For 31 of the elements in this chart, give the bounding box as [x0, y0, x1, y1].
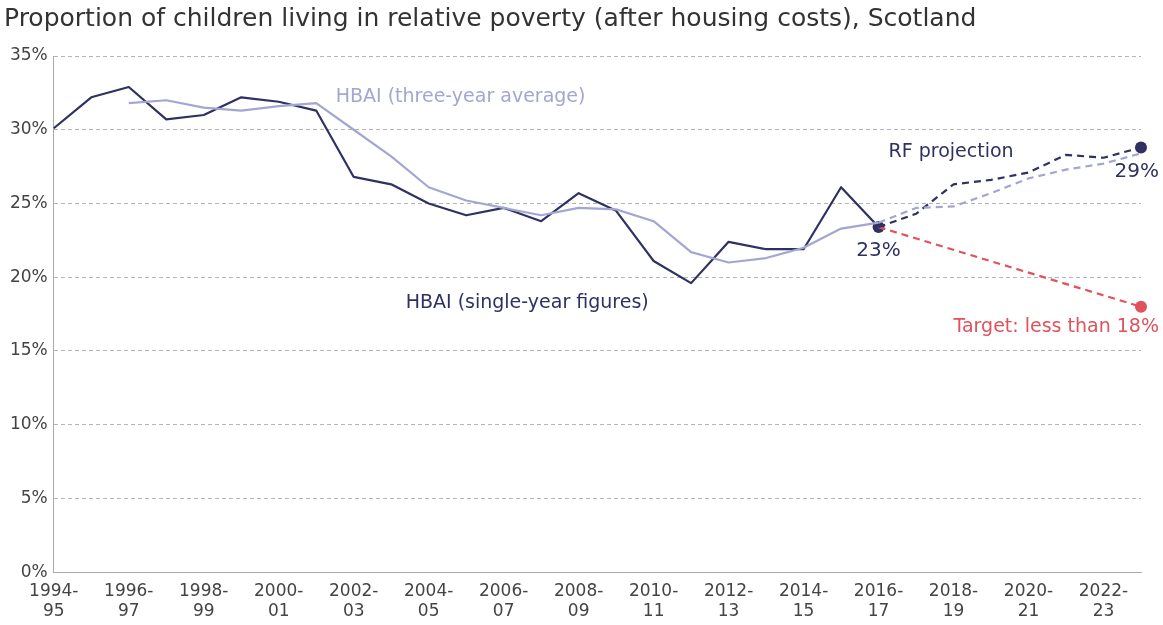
x-tick-label: 1998-99 [179, 579, 229, 621]
x-tick-label: 1994-95 [29, 579, 79, 621]
series-label: HBAI (three-year average) [335, 84, 586, 107]
chart-title: Proportion of children living in relative poverty (after housing costs), Scotland [4, 2, 977, 32]
x-tick-label: 2000-01 [254, 579, 304, 621]
x-tick-label: 2006-07 [478, 579, 529, 621]
series-label: HBAI (single-year figures) [405, 290, 649, 313]
y-tick-label: 0% [20, 560, 48, 581]
series-label: RF projection [888, 139, 1014, 162]
x-tick-label: 2014-15 [778, 579, 829, 621]
y-tick-label: 35% [9, 44, 48, 65]
x-tick-label: 2010-11 [628, 579, 679, 621]
x-tick-label: 2004-05 [403, 579, 454, 621]
y-tick-label: 10% [9, 413, 48, 434]
series-label: Target: less than 18% [952, 313, 1159, 336]
x-tick-label: 1996-97 [104, 579, 154, 621]
x-tick-label: 2020-21 [1003, 579, 1054, 621]
x-tick-label: 2012-13 [703, 579, 754, 621]
x-tick-label: 2022-23 [1078, 579, 1129, 621]
x-tick-label: 2018-19 [928, 579, 979, 621]
y-tick-label: 15% [9, 339, 48, 360]
x-tick-label: 2008-09 [553, 579, 604, 621]
y-tick-label: 25% [9, 191, 48, 212]
x-tick-label: 2002-03 [329, 579, 379, 621]
y-tick-label: 5% [20, 486, 48, 507]
point [1135, 300, 1147, 313]
data-label: 23% [856, 237, 901, 262]
data-label: 29% [1114, 157, 1159, 182]
y-tick-label: 20% [9, 265, 48, 286]
x-tick-label: 2016-17 [853, 579, 904, 621]
y-tick-label: 30% [9, 118, 48, 139]
